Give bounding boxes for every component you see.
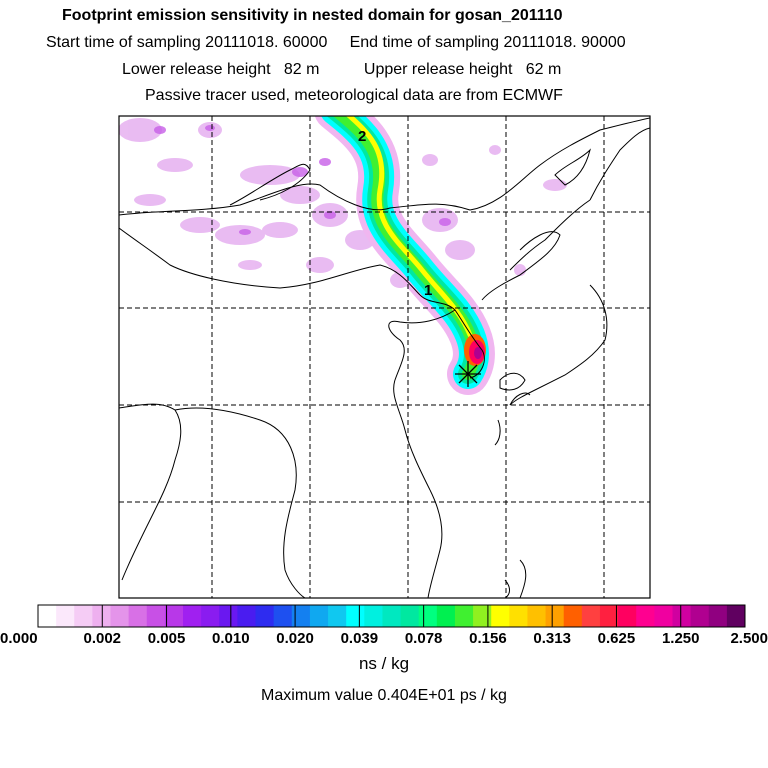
colorbar-tick-label: 0.010 [212, 630, 250, 647]
colorbar-swatch [183, 605, 202, 627]
colorbar-swatch [364, 605, 383, 627]
colorbar-swatch [726, 605, 746, 627]
colorbar-swatch [418, 605, 438, 627]
colorbar-tick-label: 0.625 [597, 630, 636, 647]
colorbar-swatch [164, 605, 184, 627]
colorbar-swatch [219, 605, 238, 627]
colorbar-tick-label: 1.250 [661, 630, 700, 647]
colorbar [37, 604, 746, 628]
colorbar-swatch [56, 605, 75, 627]
plot-title: Footprint emission sensitivity in nested… [62, 7, 563, 24]
colorbar-tick-label: 0.020 [276, 630, 314, 647]
graticule [119, 116, 650, 598]
colorbar-swatch [509, 605, 528, 627]
colorbar-swatch [92, 605, 112, 627]
maximum-value: Maximum value 0.404E+01 ps / kg [261, 687, 507, 704]
receptor-star-icon [455, 361, 481, 387]
colorbar-swatch [346, 605, 365, 627]
colorbar-swatch [527, 605, 547, 627]
colorbar-swatch [146, 605, 166, 627]
colorbar-swatch [599, 605, 619, 627]
colorbar-swatch [545, 605, 565, 627]
colorbar-tick-label: 0.156 [469, 630, 507, 647]
colorbar-swatch [382, 605, 402, 627]
colorbar-swatch [581, 605, 601, 627]
colorbar-swatch [309, 605, 329, 627]
colorbar-frame [37, 604, 746, 628]
colorbar-swatch [74, 605, 93, 627]
sensitivity-field [119, 116, 567, 395]
colorbar-swatch [618, 605, 637, 627]
colorbar-swatch [201, 605, 220, 627]
colorbar-swatch [128, 605, 148, 627]
colorbar-swatch [110, 605, 130, 627]
colorbar-swatch [454, 605, 474, 627]
colorbar-swatch [491, 605, 510, 627]
colorbar-tick-label: 0.039 [340, 630, 379, 647]
colorbar-tick-label: 0.005 [147, 630, 186, 647]
colorbar-swatch [328, 605, 347, 627]
colorbar-swatch [473, 605, 492, 627]
colorbar-tick-label: 0.313 [533, 630, 571, 647]
release-heights: Lower release height 82 m Upper release … [122, 61, 562, 78]
colorbar-swatch [255, 605, 275, 627]
colorbar-swatch [38, 605, 57, 627]
colorbar-swatch [563, 605, 583, 627]
colorbar-tick-label: 0.078 [404, 630, 443, 647]
colorbar-swatch [237, 605, 257, 627]
colorbar-swatch [672, 605, 692, 627]
trajectory-label-2: 2 [358, 128, 367, 145]
colorbar-swatch [273, 605, 293, 627]
units-label: ns / kg [358, 654, 410, 673]
colorbar-swatch [654, 605, 673, 627]
colorbar-swatch [436, 605, 456, 627]
colorbar-tick-label: 0.002 [83, 630, 122, 647]
colorbar-swatch [291, 605, 311, 627]
tracer-info: Passive tracer used, meteorological data… [145, 87, 563, 104]
colorbar-swatch [708, 605, 728, 627]
colorbar-tick-label: 2.500 [730, 630, 768, 647]
sampling-times: Start time of sampling 20111018. 60000 E… [46, 34, 626, 51]
colorbar-swatch [690, 605, 710, 627]
map-frame [118, 115, 651, 599]
colorbar-swatch [400, 605, 420, 627]
trajectory-label-1: 1 [424, 282, 433, 299]
colorbar-tick-label: 0.000 [0, 630, 38, 647]
colorbar-swatch [636, 605, 655, 627]
